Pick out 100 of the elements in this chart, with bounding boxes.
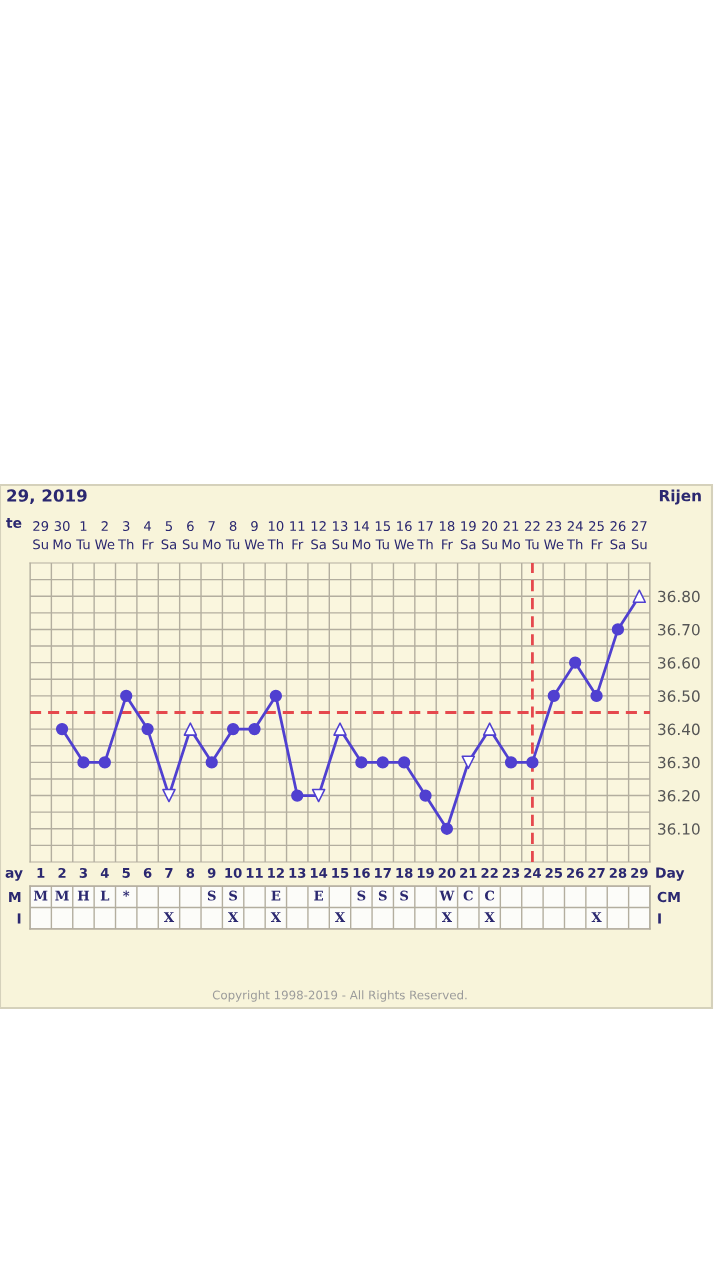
- x-tick-label: 5 Sa: [161, 521, 176, 550]
- x-tick-label: 9 We: [244, 521, 264, 550]
- point: [355, 756, 368, 769]
- y-tick-label: 36.60: [658, 657, 700, 669]
- x-tick-label: 13: [289, 867, 306, 878]
- x-tick-label: 7 Mo: [203, 521, 221, 550]
- point: [482, 722, 497, 736]
- x-tick-label: 10 Th: [267, 521, 284, 550]
- x-tick-label: 26: [567, 867, 584, 878]
- point: [333, 722, 347, 736]
- x-tick-label: 30 Mo: [53, 521, 72, 550]
- x-tick-label: 15: [332, 868, 349, 878]
- x-tick-label: 18: [396, 867, 413, 878]
- text: *: [123, 890, 130, 897]
- point: [632, 589, 647, 604]
- y-tick-label: 36.80: [658, 590, 700, 603]
- y-tick-label: 36.40: [658, 723, 700, 736]
- text: H: [77, 890, 90, 901]
- x-axis-title: te: [6, 518, 22, 529]
- x-tick-label: 7: [165, 868, 173, 878]
- x-tick-label: 3 Th: [117, 521, 134, 550]
- x-tick-label: 10: [225, 867, 242, 878]
- text: X: [334, 912, 346, 922]
- text: S: [400, 890, 409, 901]
- point: [461, 755, 476, 770]
- text: X: [270, 912, 281, 922]
- point: [205, 756, 218, 769]
- point: [77, 756, 90, 769]
- x-tick-label: 2 We: [95, 521, 115, 550]
- x-tick-label: 29 Su: [33, 521, 49, 550]
- x-tick-label: 20 Su: [482, 521, 498, 550]
- point: [419, 789, 432, 802]
- point: [611, 623, 625, 636]
- x-tick-label: 21: [460, 867, 477, 878]
- text: L: [100, 890, 110, 901]
- x-tick-label: 24 Th: [566, 521, 583, 550]
- text: C: [484, 890, 495, 901]
- x-tick-label: 12 Sa: [311, 521, 326, 550]
- point: [590, 689, 603, 703]
- y-tick-label: 36.10: [658, 823, 700, 835]
- point: [547, 689, 560, 703]
- point: [183, 722, 198, 736]
- x-tick-label: 15 Tu: [375, 521, 390, 550]
- x-tick-label: 28: [609, 867, 627, 878]
- text: X: [228, 912, 239, 922]
- x-tick-label: 11: [246, 868, 263, 878]
- text: E: [271, 890, 281, 901]
- x-tick-label: 16 We: [394, 521, 414, 550]
- y-tick-label: 36.30: [658, 756, 700, 769]
- x-tick-label: 6: [143, 867, 152, 878]
- x-axis-title: Day: [656, 867, 685, 881]
- y-tick-label: 36.50: [658, 690, 700, 702]
- x-tick-label: 14: [310, 868, 328, 878]
- x-tick-label: 4: [100, 868, 109, 878]
- text: S: [207, 890, 216, 901]
- y-tick-label: 36.70: [658, 623, 700, 636]
- point: [98, 756, 111, 769]
- point: [569, 656, 582, 669]
- x-tick-label: 4 Fr: [142, 521, 154, 550]
- point: [504, 756, 518, 769]
- x-tick-label: 16: [353, 867, 370, 878]
- x-tick-label: 27 Su: [631, 521, 647, 550]
- point: [226, 722, 240, 736]
- point: [120, 689, 133, 703]
- point: [376, 756, 389, 769]
- y2-tick-label: CM: [657, 891, 680, 903]
- text: S: [357, 890, 366, 901]
- text: Copyright 1998-2019 - All Rights Reserved.: [212, 990, 467, 1002]
- point: [141, 722, 154, 736]
- x-tick-label: 20: [438, 867, 456, 878]
- x-tick-label: 25: [545, 867, 563, 878]
- point: [269, 689, 283, 703]
- text: X: [484, 912, 495, 922]
- x-tick-label: 22: [481, 867, 498, 878]
- x-tick-label: 23: [502, 867, 520, 878]
- point: [55, 722, 69, 736]
- x-tick-label: 24: [524, 867, 541, 878]
- x-tick-label: 22 Tu: [524, 521, 540, 550]
- x-tick-label: 11 Fr: [290, 521, 305, 550]
- point: [311, 788, 326, 803]
- text: X: [591, 912, 602, 922]
- text: C: [463, 890, 473, 901]
- x-tick-label: 8: [186, 867, 195, 878]
- x-tick-label: 1 Tu: [76, 521, 90, 550]
- x-tick-label: 23 We: [544, 521, 564, 550]
- x-tick-label: 6 Su: [182, 521, 198, 550]
- text: S: [378, 890, 387, 901]
- x-tick-label: 17 Th: [417, 521, 433, 550]
- x-tick-label: 8 Tu: [225, 521, 240, 550]
- point: [291, 789, 304, 802]
- point: [397, 756, 411, 769]
- text: W: [439, 890, 455, 901]
- chart-title: 29, 2019: [7, 489, 87, 504]
- x-tick-label: 21 Mo: [502, 521, 521, 550]
- x-tick-label: 18 Fr: [439, 521, 455, 550]
- x-tick-label: 12: [268, 867, 284, 878]
- x-tick-label: 13 Su: [332, 521, 348, 550]
- y-tick-label: 36.20: [658, 790, 700, 802]
- x-tick-label: 19: [417, 867, 434, 878]
- x-tick-label: 9: [207, 867, 216, 878]
